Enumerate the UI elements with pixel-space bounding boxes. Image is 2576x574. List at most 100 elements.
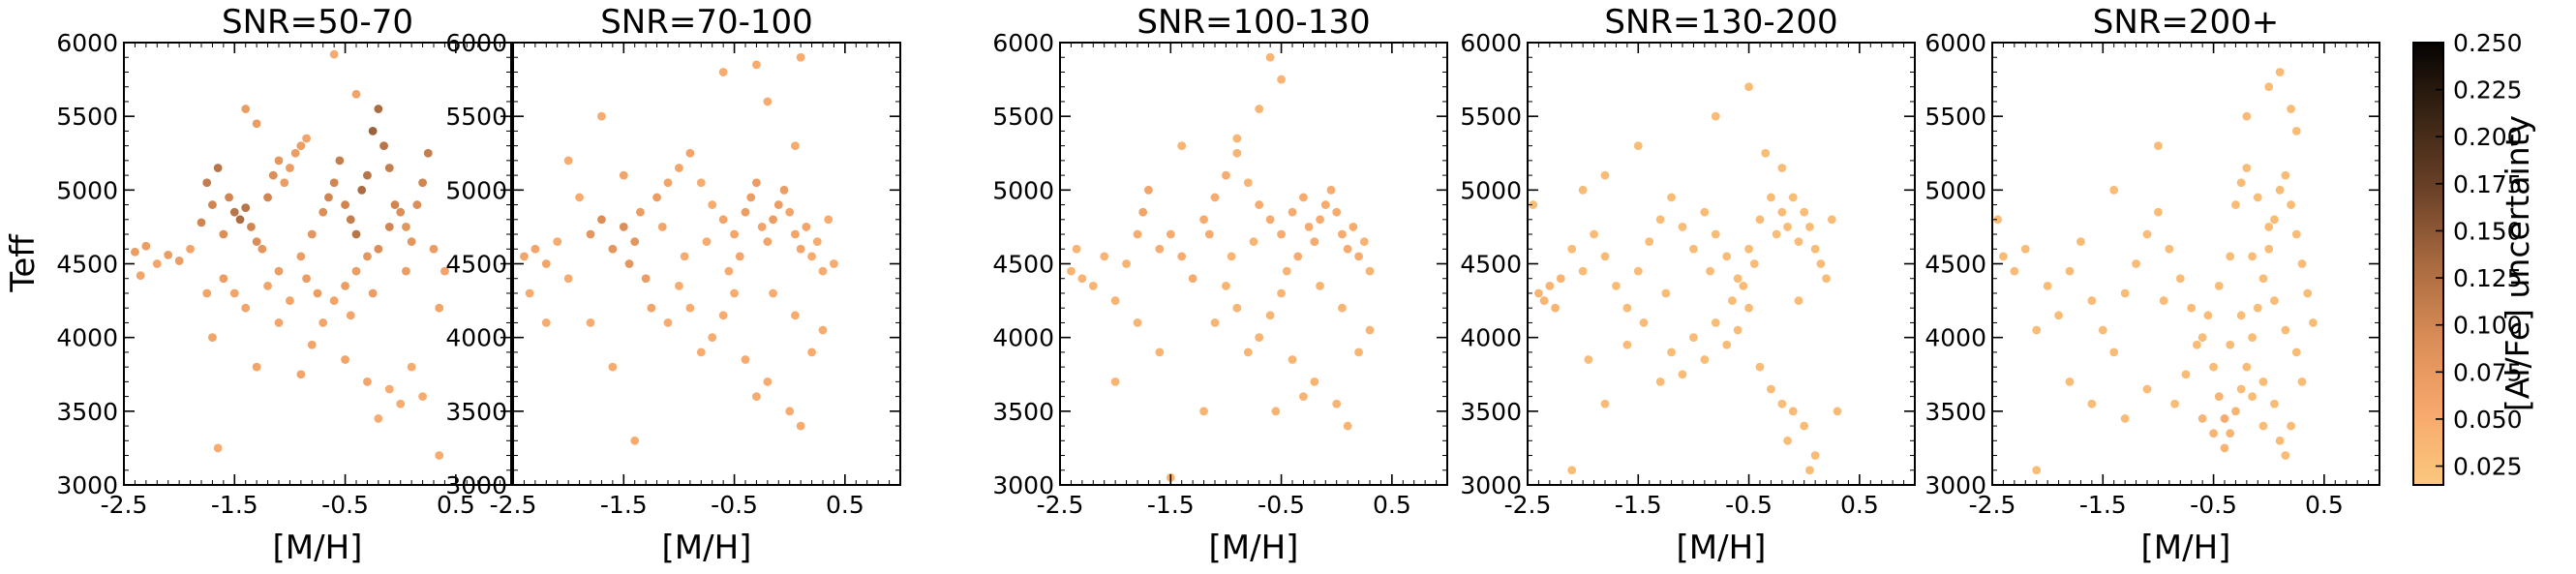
scatter-point	[241, 203, 251, 213]
y-tick-label: 3500	[445, 398, 507, 426]
scatter-point	[1155, 347, 1165, 357]
scatter-point	[164, 250, 173, 259]
scatter-point	[1612, 281, 1621, 290]
scatter-point	[1310, 377, 1319, 386]
scatter-point	[235, 215, 245, 225]
scatter-point	[252, 119, 261, 129]
scatter-point	[1271, 407, 1281, 416]
scatter-point	[675, 164, 683, 172]
scatter-point	[1122, 259, 1131, 268]
scatter-point	[763, 97, 773, 106]
scatter-point	[241, 105, 251, 113]
scatter-point	[296, 370, 306, 379]
scatter-point	[2175, 274, 2185, 284]
scatter-point	[274, 318, 284, 327]
scatter-point	[263, 281, 272, 290]
scatter-point	[2181, 370, 2191, 379]
scatter-point	[663, 178, 673, 188]
scatter-point	[1539, 296, 1549, 305]
x-tick-label: 0.5	[1373, 491, 1411, 519]
scatter-point	[1210, 318, 1220, 327]
scatter-point	[663, 318, 673, 327]
scatter-point	[2087, 296, 2097, 305]
scatter-point	[213, 164, 223, 172]
scatter-point	[1755, 215, 1765, 225]
scatter-point	[830, 259, 838, 268]
scatter-point	[1359, 237, 1369, 247]
scatter-point	[1551, 303, 1560, 313]
scatter-point	[1744, 82, 1753, 92]
scatter-point	[1088, 281, 1098, 290]
y-tick-label: 6000	[445, 29, 507, 57]
scatter-point	[763, 237, 773, 247]
x-tick-label: -0.5	[321, 491, 369, 519]
x-tick-label: 0.5	[437, 491, 475, 519]
scatter-point	[769, 288, 777, 298]
scatter-point	[1711, 111, 1720, 121]
scatter-point	[2187, 303, 2197, 313]
scatter-point	[268, 170, 278, 180]
scatter-point	[680, 252, 689, 261]
scatter-point	[696, 347, 706, 357]
scatter-point	[1788, 193, 1798, 202]
scatter-point	[2087, 399, 2097, 408]
scatter-point	[1733, 274, 1743, 284]
scatter-point	[1805, 466, 1814, 475]
colorbar-tick-label: 0.250	[2453, 29, 2523, 57]
scatter-point	[225, 193, 233, 202]
scatter-point	[2281, 170, 2290, 180]
scatter-point	[1600, 252, 1610, 261]
scatter-point	[708, 333, 717, 343]
scatter-point	[1332, 399, 1342, 408]
scatter-point	[2242, 164, 2252, 172]
scatter-point	[1332, 207, 1342, 217]
y-tick-label: 6000	[992, 29, 1054, 57]
scatter-point	[2287, 200, 2295, 209]
scatter-point	[324, 193, 333, 202]
scatter-point	[630, 237, 640, 247]
scatter-point	[2170, 399, 2179, 408]
scatter-point	[2287, 105, 2295, 113]
scatter-point	[302, 274, 311, 284]
x-tick-label: -1.5	[2079, 491, 2127, 519]
scatter-point	[296, 252, 306, 261]
scatter-point	[435, 303, 444, 313]
y-tick-label: 4500	[992, 251, 1054, 279]
scatter-point	[1999, 252, 2008, 261]
scatter-point	[657, 223, 667, 231]
scatter-point	[741, 207, 750, 217]
scatter-point	[407, 362, 416, 372]
scatter-point	[702, 237, 712, 247]
scatter-point	[1529, 200, 1538, 209]
scatter-point	[286, 296, 294, 305]
x-tick-label: -0.5	[711, 491, 758, 519]
scatter-point	[2226, 429, 2235, 438]
x-tick-label: -0.5	[2190, 491, 2237, 519]
scatter-point	[2154, 141, 2163, 151]
scatter-point	[2281, 451, 2290, 460]
colorbar-label: [Al/Fe] uncertainty	[2499, 115, 2536, 411]
scatter-point	[2309, 318, 2318, 327]
scatter-point	[2275, 68, 2285, 76]
scatter-point	[1255, 105, 1264, 113]
scatter-point	[1243, 178, 1253, 188]
scatter-point	[791, 229, 800, 239]
scatter-point	[1255, 333, 1264, 343]
scatter-point	[1265, 52, 1275, 62]
scatter-point	[1277, 288, 1286, 298]
scatter-point	[1655, 215, 1665, 225]
scatter-point	[252, 237, 261, 247]
scatter-point	[752, 392, 761, 401]
scatter-point	[423, 148, 433, 158]
y-tick-label: 4000	[1924, 324, 1986, 352]
scatter-point	[2291, 347, 2301, 357]
scatter-point	[1661, 288, 1671, 298]
scatter-point	[757, 223, 767, 231]
scatter-point	[2297, 259, 2307, 268]
y-tick-label: 5500	[56, 103, 118, 131]
scatter-point	[2303, 288, 2313, 298]
x-tick-label: -0.5	[1258, 491, 1305, 519]
colorbar-tick-label: 0.125	[2453, 264, 2523, 292]
scatter-point	[785, 407, 795, 416]
scatter-point	[718, 311, 728, 320]
